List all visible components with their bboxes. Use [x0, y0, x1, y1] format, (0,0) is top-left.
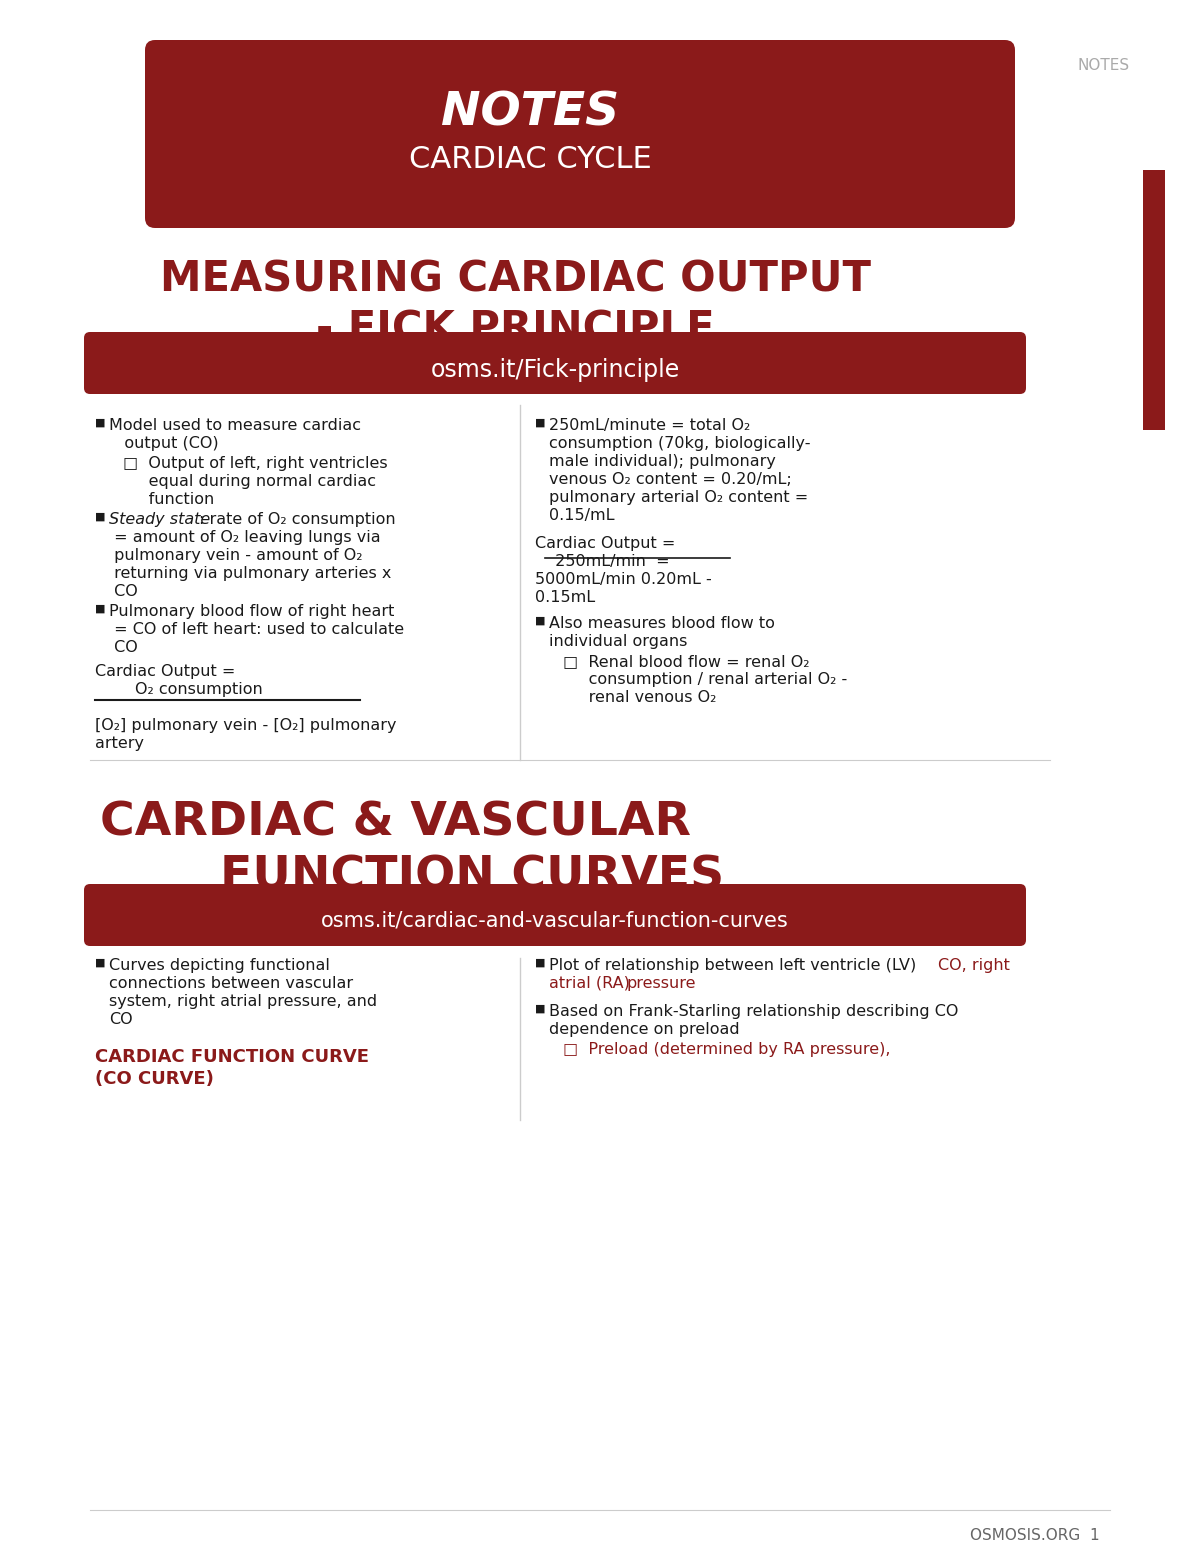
- Text: consumption (70kg, biologically-: consumption (70kg, biologically-: [550, 436, 810, 450]
- Text: venous O₂ content = 0.20/mL;: venous O₂ content = 0.20/mL;: [550, 472, 792, 488]
- Text: CO: CO: [109, 584, 138, 599]
- Text: NOTES: NOTES: [1078, 57, 1130, 73]
- Text: Model used to measure cardiac: Model used to measure cardiac: [109, 418, 361, 433]
- Text: : rate of O₂ consumption: : rate of O₂ consumption: [199, 512, 396, 526]
- Text: □  Output of left, right ventricles: □ Output of left, right ventricles: [124, 457, 388, 471]
- Text: Plot of relationship between left ventricle (LV): Plot of relationship between left ventri…: [550, 958, 922, 974]
- Text: ■: ■: [535, 958, 546, 968]
- Text: Steady state: Steady state: [109, 512, 210, 526]
- Text: CO: CO: [109, 640, 138, 655]
- Text: output (CO): output (CO): [109, 436, 218, 450]
- Text: = amount of O₂ leaving lungs via: = amount of O₂ leaving lungs via: [109, 530, 380, 545]
- Text: ■: ■: [95, 512, 106, 522]
- Text: artery: artery: [95, 736, 144, 752]
- Text: equal during normal cardiac: equal during normal cardiac: [124, 474, 376, 489]
- Text: pulmonary arterial O₂ content =: pulmonary arterial O₂ content =: [550, 491, 809, 505]
- Text: pressure: pressure: [628, 975, 696, 991]
- Text: NOTES: NOTES: [440, 90, 619, 135]
- Text: OSMOSIS.ORG  1: OSMOSIS.ORG 1: [971, 1528, 1100, 1544]
- Text: 0.15mL: 0.15mL: [535, 590, 595, 606]
- Text: atrial (RA): atrial (RA): [550, 975, 635, 991]
- Text: individual organs: individual organs: [550, 634, 688, 649]
- Text: □  Renal blood flow = renal O₂: □ Renal blood flow = renal O₂: [563, 654, 810, 669]
- Text: CARDIAC CYCLE: CARDIAC CYCLE: [409, 144, 652, 174]
- Text: Also measures blood flow to: Also measures blood flow to: [550, 617, 775, 631]
- Text: 250mL/min  =: 250mL/min =: [545, 554, 670, 568]
- Text: Cardiac Output =: Cardiac Output =: [535, 536, 676, 551]
- Text: system, right atrial pressure, and: system, right atrial pressure, and: [109, 994, 377, 1009]
- Text: = CO of left heart: used to calculate: = CO of left heart: used to calculate: [109, 623, 404, 637]
- Text: ■: ■: [95, 958, 106, 968]
- Text: MEASURING CARDIAC OUTPUT: MEASURING CARDIAC OUTPUT: [160, 258, 870, 300]
- Text: renal venous O₂: renal venous O₂: [563, 690, 716, 705]
- Text: 0.15/mL: 0.15/mL: [550, 508, 614, 523]
- Text: 5000mL/min 0.20mL -: 5000mL/min 0.20mL -: [535, 572, 712, 587]
- Text: □  Preload (determined by RA pressure),: □ Preload (determined by RA pressure),: [563, 1042, 890, 1058]
- Text: - FICK PRINCIPLE: - FICK PRINCIPLE: [316, 307, 714, 349]
- Text: returning via pulmonary arteries x: returning via pulmonary arteries x: [109, 565, 391, 581]
- Text: (CO CURVE): (CO CURVE): [95, 1070, 214, 1089]
- Text: CARDIAC & VASCULAR: CARDIAC & VASCULAR: [100, 800, 691, 845]
- FancyBboxPatch shape: [1142, 169, 1165, 430]
- Text: consumption / renal arterial O₂ -: consumption / renal arterial O₂ -: [563, 672, 847, 686]
- Text: CO: CO: [109, 1013, 133, 1027]
- Text: ■: ■: [535, 418, 546, 429]
- Text: connections between vascular: connections between vascular: [109, 975, 353, 991]
- Text: osms.it/Fick-principle: osms.it/Fick-principle: [431, 359, 679, 382]
- Text: ■: ■: [535, 617, 546, 626]
- Text: ■: ■: [95, 604, 106, 613]
- Text: pulmonary vein - amount of O₂: pulmonary vein - amount of O₂: [109, 548, 362, 564]
- Text: ■: ■: [535, 1003, 546, 1014]
- Text: function: function: [124, 492, 215, 506]
- Text: male individual); pulmonary: male individual); pulmonary: [550, 453, 776, 469]
- Text: Curves depicting functional: Curves depicting functional: [109, 958, 330, 974]
- Text: dependence on preload: dependence on preload: [550, 1022, 739, 1037]
- Text: FUNCTION CURVES: FUNCTION CURVES: [220, 856, 725, 901]
- Text: [O₂] pulmonary vein - [O₂] pulmonary: [O₂] pulmonary vein - [O₂] pulmonary: [95, 717, 396, 733]
- FancyBboxPatch shape: [145, 40, 1015, 228]
- Text: ■: ■: [95, 418, 106, 429]
- Text: CARDIAC FUNCTION CURVE: CARDIAC FUNCTION CURVE: [95, 1048, 370, 1065]
- Text: osms.it/cardiac-and-vascular-function-curves: osms.it/cardiac-and-vascular-function-cu…: [322, 910, 788, 930]
- Text: Cardiac Output =: Cardiac Output =: [95, 665, 235, 679]
- Text: O₂ consumption: O₂ consumption: [134, 682, 263, 697]
- FancyBboxPatch shape: [84, 884, 1026, 946]
- Text: Based on Frank-Starling relationship describing CO: Based on Frank-Starling relationship des…: [550, 1003, 959, 1019]
- FancyBboxPatch shape: [84, 332, 1026, 394]
- Text: Pulmonary blood flow of right heart: Pulmonary blood flow of right heart: [109, 604, 395, 620]
- Text: CO, right: CO, right: [938, 958, 1010, 974]
- Text: 250mL/minute = total O₂: 250mL/minute = total O₂: [550, 418, 750, 433]
